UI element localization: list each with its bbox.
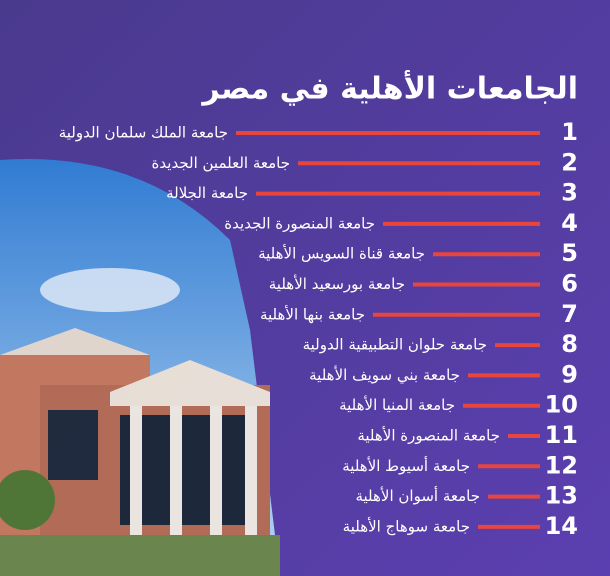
item-number: 1 [561, 118, 578, 146]
item-number: 11 [545, 421, 578, 449]
item-number: 3 [561, 179, 578, 207]
item-number: 13 [545, 482, 578, 510]
item-number: 4 [561, 209, 578, 237]
item-number: 6 [561, 270, 578, 298]
university-name: جامعة بنها الأهلية [260, 304, 365, 323]
university-name: جامعة قناة السويس الأهلية [258, 244, 425, 263]
university-list: 1 جامعة الملك سلمان الدولية 2 جامعة العلمين… [59, 118, 578, 540]
title: الجامعات الأهلية في مصر [200, 70, 578, 107]
university-name: جامعة أسوان الأهلية [355, 486, 480, 505]
university-name: جامعة سوهاج الأهلية [343, 516, 470, 536]
university-name: جامعة الملك سلمان الدولية [59, 124, 228, 142]
university-name: جامعة الجلالة [166, 184, 248, 202]
item-number: 5 [561, 239, 578, 267]
university-name: جامعة بني سويف الأهلية [309, 365, 460, 385]
university-name: جامعة حلوان التطبيقية الدولية [303, 336, 487, 354]
university-name: جامعة العلمين الجديدة [152, 154, 290, 172]
university-name: جامعة المنصورة الجديدة [224, 214, 375, 232]
university-name: جامعة المنصورة الأهلية [357, 426, 500, 445]
building-photo [0, 159, 280, 576]
university-name: جامعة أسيوط الأهلية [342, 456, 470, 475]
item-number: 7 [561, 300, 578, 328]
item-number: 8 [561, 330, 578, 358]
item-number: 10 [545, 391, 578, 419]
item-number: 9 [561, 360, 578, 388]
item-number: 2 [561, 148, 578, 176]
university-name: جامعة المنيا الأهلية [339, 395, 455, 414]
university-name: جامعة بورسعيد الأهلية [269, 274, 405, 293]
item-number: 14 [545, 512, 578, 540]
item-number: 12 [545, 451, 578, 479]
